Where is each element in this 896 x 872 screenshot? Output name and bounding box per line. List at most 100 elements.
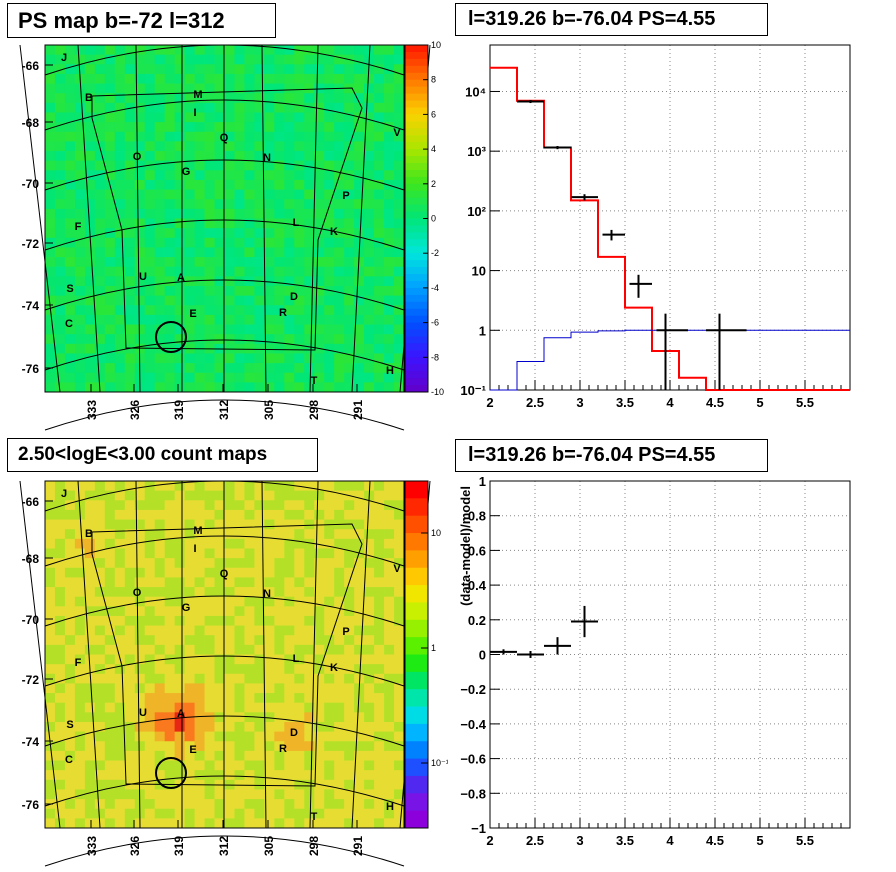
heatmap-cell: [174, 529, 186, 540]
heatmap-cell: [224, 73, 235, 84]
heatmap-cell: [54, 538, 66, 549]
heatmap-cell: [254, 789, 265, 800]
heatmap-cell: [384, 567, 395, 578]
map-region-label: A: [177, 708, 185, 720]
heatmap-cell: [64, 295, 76, 306]
heatmap-cell: [214, 760, 225, 771]
heatmap-cell: [334, 625, 345, 636]
heatmap-cell: [64, 683, 76, 694]
x-tick-label: 305: [262, 836, 276, 856]
heatmap-cell: [174, 179, 186, 190]
heatmap-cell: [144, 693, 156, 704]
heatmap-cell: [174, 131, 186, 142]
heatmap-cell: [274, 266, 285, 277]
colorbar-cell: [405, 225, 428, 233]
heatmap-cell: [204, 257, 215, 268]
heatmap-cell: [264, 141, 275, 152]
heatmap-cell: [244, 295, 255, 306]
heatmap-cell: [64, 635, 76, 646]
heatmap-cell: [254, 760, 265, 771]
heatmap-cell: [384, 558, 395, 569]
heatmap-cell: [124, 519, 136, 530]
heatmap-cell: [224, 382, 235, 393]
heatmap-cell: [84, 529, 96, 540]
heatmap-cell: [144, 635, 156, 646]
heatmap-cell: [154, 519, 166, 530]
model-background-line: [490, 329, 850, 391]
heatmap-cell: [354, 102, 365, 113]
heatmap-cell: [374, 500, 385, 511]
heatmap-cell: [194, 372, 205, 383]
heatmap-cell: [144, 83, 156, 94]
heatmap-cell: [204, 731, 215, 742]
heatmap-cell: [94, 683, 106, 694]
heatmap-cell: [264, 519, 275, 530]
heatmap-cell: [224, 673, 235, 684]
heatmap-cell: [294, 199, 305, 210]
heatmap-cell: [64, 131, 76, 142]
heatmap-cell: [314, 141, 325, 152]
heatmap-cell: [194, 122, 205, 133]
heatmap-cell: [324, 587, 335, 598]
heatmap-cell: [314, 102, 325, 113]
heatmap-cell: [204, 558, 215, 569]
heatmap-cell: [134, 285, 146, 297]
heatmap-cell: [154, 151, 166, 162]
heatmap-cell: [174, 750, 186, 761]
heatmap-cell: [284, 247, 295, 258]
heatmap-cell: [154, 131, 166, 142]
heatmap-cell: [94, 615, 106, 626]
heatmap-cell: [45, 343, 56, 354]
heatmap-cell: [394, 731, 405, 742]
heatmap-cell: [194, 683, 205, 694]
heatmap-cell: [264, 112, 275, 123]
heatmap-cell: [114, 266, 126, 277]
heatmap-cell: [94, 228, 106, 239]
heatmap-cell: [164, 112, 176, 123]
heatmap-cell: [134, 519, 146, 530]
heatmap-cell: [54, 606, 66, 617]
heatmap-cell: [54, 73, 66, 84]
heatmap-cell: [194, 131, 205, 142]
heatmap-cell: [174, 314, 186, 325]
heatmap-cell: [304, 208, 315, 219]
heatmap-cell: [274, 760, 285, 771]
heatmap-cell: [304, 481, 315, 492]
heatmap-cell: [374, 712, 385, 723]
heatmap-cell: [274, 160, 285, 171]
heatmap-cell: [354, 93, 365, 104]
heatmap-cell: [334, 276, 345, 287]
heatmap-cell: [144, 664, 156, 675]
heatmap-cell: [394, 73, 405, 84]
heatmap-cell: [394, 305, 405, 316]
heatmap-cell: [174, 247, 186, 258]
heatmap-cell: [74, 712, 86, 723]
heatmap-cell: [224, 285, 235, 297]
heatmap-cell: [194, 587, 205, 598]
heatmap-cell: [144, 334, 156, 345]
colorbar-cell: [405, 350, 428, 358]
colorbar-cell: [405, 585, 428, 603]
heatmap-cell: [374, 519, 385, 530]
heatmap-cell: [164, 587, 176, 598]
heatmap-cell: [174, 93, 186, 104]
heatmap-cell: [124, 382, 136, 393]
heatmap-cell: [124, 334, 136, 345]
heatmap-cell: [144, 721, 156, 733]
heatmap-cell: [214, 712, 225, 723]
heatmap-cell: [364, 305, 375, 316]
heatmap-cell: [374, 587, 385, 598]
heatmap-cell: [324, 500, 335, 511]
heatmap-cell: [274, 170, 285, 181]
heatmap-cell: [45, 151, 56, 162]
heatmap-cell: [144, 789, 156, 800]
heatmap-cell: [244, 257, 255, 268]
heatmap-cell: [384, 208, 395, 219]
heatmap-cell: [384, 382, 395, 393]
heatmap-cell: [314, 54, 325, 65]
heatmap-cell: [124, 789, 136, 800]
heatmap-cell: [134, 93, 146, 104]
heatmap-cell: [344, 606, 355, 617]
heatmap-cell: [264, 102, 275, 113]
x-tick-label: 326: [128, 836, 142, 856]
